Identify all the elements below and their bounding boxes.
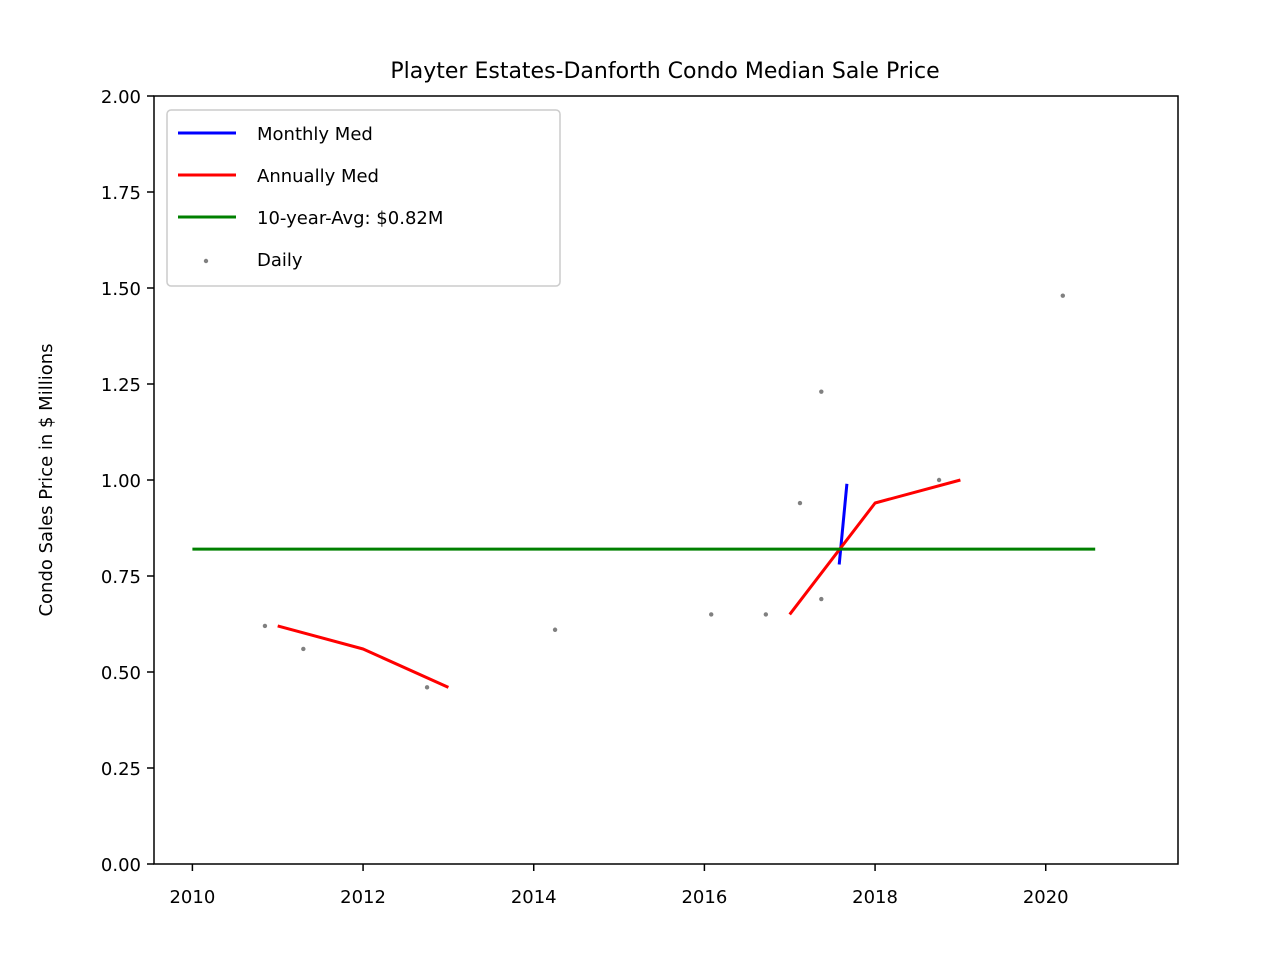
y-tick-label: 0.00 [101, 855, 141, 876]
y-tick-label: 1.00 [101, 471, 141, 492]
daily-point [797, 500, 803, 506]
x-tick-label: 2018 [852, 887, 898, 908]
y-tick-label: 0.50 [101, 663, 141, 684]
daily-point [424, 685, 430, 690]
y-tick-label: 0.75 [101, 567, 141, 588]
daily-point [709, 612, 714, 617]
x-tick-label: 2010 [169, 887, 215, 908]
daily-point [1060, 293, 1066, 298]
daily-point [301, 646, 306, 652]
plot-frame [153, 95, 1179, 865]
x-tick-label: 2012 [340, 887, 386, 908]
daily-point [262, 623, 268, 629]
y-tick-label: 0.25 [101, 759, 141, 780]
annually-med-line [788, 478, 961, 616]
axis-ticks: 2010 2012 2014 2016 2018 2020 0.00 0.25 0.50 0.75… [101, 87, 1069, 908]
annually-med-line [277, 624, 450, 689]
chart-title: Playter Estates-Danforth Condo Median Sa… [390, 59, 939, 84]
monthly-med-line [837, 483, 849, 565]
x-tick-label: 2020 [1023, 887, 1069, 908]
legend-label-daily: Daily [257, 250, 303, 271]
y-axis-label: Condo Sales Price in $ Millions [36, 343, 57, 616]
x-tick-label: 2016 [681, 887, 727, 908]
legend-label-10-year-avg-0-82m: 10-year-Avg: $0.82M [257, 208, 443, 229]
daily-point [936, 477, 942, 483]
y-tick-label: 2.00 [101, 87, 141, 108]
legend-box [166, 109, 561, 287]
daily-point [552, 627, 558, 632]
legend-swatch-daily [203, 258, 209, 264]
x-tick-label: 2014 [511, 887, 557, 908]
daily-point [819, 596, 824, 602]
y-tick-label: 1.50 [101, 279, 141, 300]
y-tick-label: 1.25 [101, 375, 141, 396]
legend: Monthly Med Annually Med 10-year-Avg: $0.8… [166, 109, 561, 287]
plot-area [192, 293, 1096, 690]
daily-point [763, 612, 769, 617]
daily-point [819, 389, 824, 394]
y-tick-label: 1.75 [101, 183, 141, 204]
legend-label-annually-med: Annually Med [257, 166, 379, 187]
legend-label-monthly-med: Monthly Med [257, 124, 373, 145]
